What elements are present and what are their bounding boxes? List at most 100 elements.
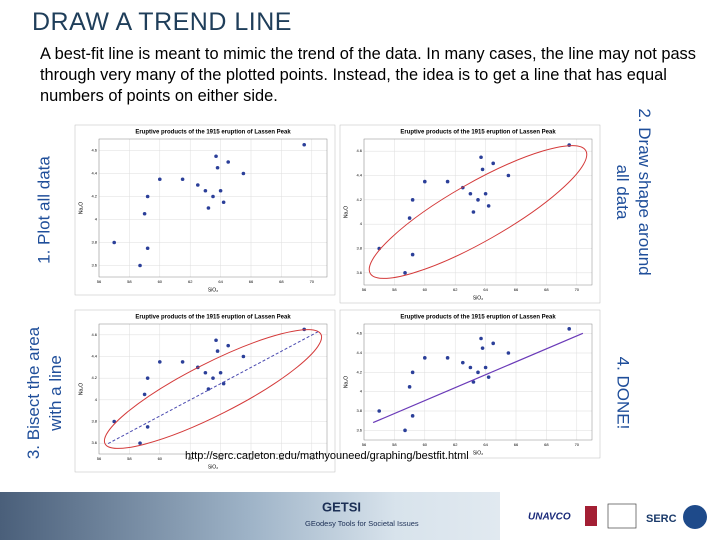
outline-shape bbox=[368, 145, 588, 279]
data-point bbox=[145, 425, 150, 429]
data-point bbox=[218, 370, 223, 375]
data-point bbox=[138, 441, 142, 445]
scatter-chart: Eruptive products of the 1915 eruption o… bbox=[339, 309, 601, 459]
data-point bbox=[211, 194, 215, 199]
x-axis-label: SiO₂ bbox=[473, 450, 483, 456]
y-tick-label: 4 bbox=[95, 217, 98, 222]
data-point bbox=[468, 191, 473, 196]
x-tick-label: 56 bbox=[97, 279, 102, 284]
data-point bbox=[158, 360, 162, 364]
chart-title: Eruptive products of the 1915 eruption o… bbox=[400, 315, 556, 321]
data-point bbox=[196, 183, 200, 187]
data-point bbox=[407, 385, 412, 389]
data-point bbox=[445, 179, 450, 184]
x-tick-label: 68 bbox=[279, 279, 284, 284]
data-point bbox=[142, 211, 147, 216]
data-point bbox=[206, 206, 211, 210]
step-label: 2. Draw shape aroundall data bbox=[613, 108, 654, 275]
x-axis-label: SiO₂ bbox=[208, 287, 218, 293]
intro-text: A best-fit line is meant to mimic the tr… bbox=[40, 45, 696, 105]
data-point bbox=[403, 271, 407, 275]
logo-mark bbox=[683, 505, 707, 529]
y-tick-label: 3.8 bbox=[91, 419, 97, 424]
y-tick-label: 4.6 bbox=[356, 148, 362, 153]
data-point bbox=[423, 356, 427, 360]
data-point bbox=[211, 376, 215, 380]
data-point bbox=[138, 263, 142, 268]
data-point bbox=[407, 216, 412, 220]
x-tick-label: 68 bbox=[544, 287, 549, 292]
data-point bbox=[112, 419, 116, 424]
x-tick-label: 66 bbox=[514, 442, 519, 447]
x-tick-label: 64 bbox=[218, 456, 223, 461]
data-point bbox=[215, 349, 220, 353]
x-tick-label: 68 bbox=[544, 442, 549, 447]
x-tick-label: 66 bbox=[249, 456, 254, 461]
x-tick-label: 70 bbox=[575, 287, 580, 292]
chart-frame bbox=[74, 309, 336, 473]
y-tick-label: 4.2 bbox=[356, 369, 362, 374]
x-tick-label: 56 bbox=[97, 456, 102, 461]
y-tick-label: 4.2 bbox=[91, 375, 97, 380]
data-point bbox=[483, 365, 488, 370]
data-point bbox=[486, 375, 491, 379]
data-point bbox=[145, 194, 150, 199]
data-point bbox=[471, 380, 476, 384]
y-axis-label: Na₂O bbox=[343, 376, 349, 388]
x-tick-label: 60 bbox=[423, 287, 428, 292]
data-point bbox=[180, 360, 185, 364]
data-point bbox=[215, 165, 220, 170]
data-point bbox=[214, 338, 218, 343]
y-tick-label: 4.4 bbox=[91, 354, 97, 359]
y-tick-label: 4.2 bbox=[91, 194, 97, 199]
x-tick-label: 66 bbox=[249, 279, 254, 284]
data-point bbox=[506, 351, 511, 355]
x-tick-label: 70 bbox=[575, 442, 580, 447]
data-point bbox=[567, 327, 571, 331]
data-point bbox=[486, 204, 491, 208]
step-label: 1. Plot all data bbox=[34, 156, 53, 264]
data-point bbox=[112, 240, 116, 245]
logo-mark bbox=[607, 503, 637, 529]
data-point bbox=[145, 246, 150, 251]
data-point bbox=[491, 341, 496, 346]
y-axis-label: Na₂O bbox=[78, 383, 84, 395]
step-label: 3. Bisect the area with a line bbox=[24, 326, 65, 459]
chart-title: Eruptive products of the 1915 eruption o… bbox=[135, 315, 291, 321]
data-point bbox=[158, 177, 162, 182]
data-point bbox=[471, 210, 476, 214]
y-tick-label: 4.6 bbox=[91, 332, 97, 337]
y-tick-label: 3.6 bbox=[91, 263, 97, 268]
y-tick-label: 4.2 bbox=[356, 197, 362, 202]
chart-frame bbox=[339, 124, 601, 304]
x-tick-label: 58 bbox=[127, 279, 132, 284]
y-axis-label: Na₂O bbox=[78, 202, 84, 214]
y-axis-label: Na₂O bbox=[343, 206, 349, 218]
x-tick-label: 62 bbox=[453, 287, 458, 292]
data-point bbox=[483, 191, 488, 196]
plot-area bbox=[98, 138, 328, 278]
x-tick-label: 66 bbox=[514, 287, 519, 292]
data-point bbox=[476, 370, 480, 375]
chart-frame bbox=[74, 124, 336, 296]
data-point bbox=[226, 160, 230, 164]
outline-shape bbox=[103, 329, 323, 449]
y-tick-label: 4.6 bbox=[91, 148, 97, 153]
data-point bbox=[479, 336, 483, 341]
x-tick-label: 70 bbox=[310, 279, 315, 284]
data-point bbox=[506, 173, 511, 178]
scatter-chart: Eruptive products of the 1915 eruption o… bbox=[339, 124, 601, 304]
data-point bbox=[203, 188, 208, 193]
y-tick-label: 4 bbox=[360, 389, 363, 394]
data-point bbox=[241, 354, 246, 359]
trend-line bbox=[372, 332, 584, 424]
x-tick-label: 62 bbox=[188, 456, 193, 461]
data-point bbox=[445, 356, 450, 360]
logo-text: UNAVCO bbox=[528, 512, 571, 523]
x-tick-label: 68 bbox=[279, 456, 284, 461]
data-point bbox=[218, 188, 223, 193]
data-point bbox=[480, 346, 485, 350]
data-point bbox=[180, 177, 185, 182]
x-tick-label: 56 bbox=[362, 442, 367, 447]
